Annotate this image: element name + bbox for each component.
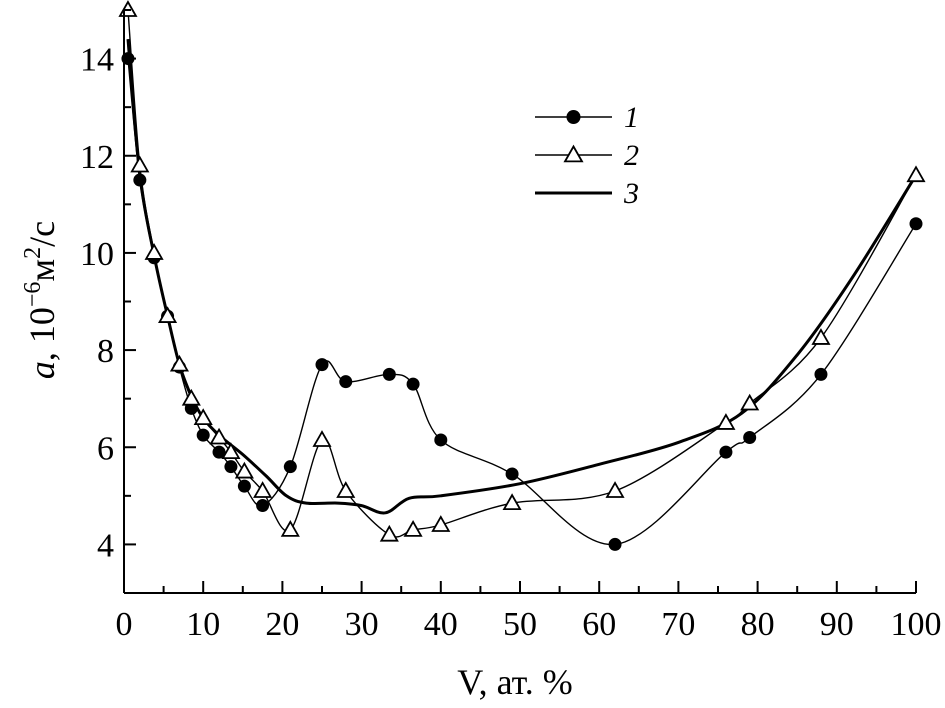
series-2-point [280, 520, 300, 537]
legend-marker-2 [563, 144, 584, 163]
x-tick-label: 80 [741, 606, 775, 643]
x-tick-label: 70 [661, 606, 695, 643]
series-1-point [434, 433, 448, 447]
y-tick-label: 14 [80, 42, 114, 79]
series-1-point [212, 445, 226, 459]
series-1-point [382, 367, 396, 381]
y-tick-label: 4 [97, 527, 114, 564]
series-2-point [379, 524, 399, 542]
series-1-point [339, 375, 353, 389]
series-2-point [193, 408, 213, 426]
series-1-point [743, 431, 757, 445]
y-axis-title-unit: м [22, 259, 62, 282]
y-axis-title-tail: /с [22, 221, 62, 247]
series-1-point [814, 367, 828, 381]
series-1-point [196, 428, 210, 442]
series-layer [118, 0, 926, 551]
series-1-point [283, 460, 297, 474]
series-1-point [909, 217, 923, 231]
series-1-point [315, 358, 329, 372]
y-axis-title-mid: , 10 [22, 307, 62, 361]
series-2-point [221, 442, 241, 460]
x-tick-label: 90 [820, 606, 854, 643]
series-2-point [130, 155, 150, 173]
y-tick-label: 10 [80, 236, 114, 273]
x-tick-label: 10 [186, 606, 220, 643]
x-tick-label: 40 [424, 606, 458, 643]
series-2-point [811, 328, 831, 345]
y-tick-label: 12 [80, 139, 114, 176]
y-axis-title-unit-exp: 2 [20, 247, 46, 259]
series-1-point [608, 537, 622, 551]
series-2-point [169, 354, 189, 372]
series-2-point [740, 393, 760, 411]
x-tick-label: 50 [503, 606, 537, 643]
series-2-point [502, 493, 522, 511]
x-tick-label: 20 [265, 606, 299, 643]
legend-label-2: 2 [624, 139, 639, 172]
series-2-point [336, 481, 356, 498]
series-2-point [716, 413, 736, 430]
series-2-point [403, 520, 423, 537]
series-2-point [158, 306, 178, 323]
series-2-point [253, 481, 273, 498]
y-tick-label: 8 [97, 333, 114, 370]
y-tick-label: 6 [97, 430, 114, 467]
x-tick-label: 60 [582, 606, 616, 643]
series-2-point [605, 481, 625, 498]
series-1-point [224, 460, 238, 474]
x-axis-title: V, ат. % [457, 662, 572, 702]
x-axis: 0 10 20 30 40 50 60 70 80 90 100 [116, 581, 942, 643]
series-1-point [237, 479, 251, 493]
series-2-point [144, 243, 164, 260]
y-axis: 4 6 8 10 12 14 [80, 9, 136, 593]
legend: 1 2 3 [535, 101, 639, 210]
legend-marker-1 [566, 110, 581, 124]
x-tick-label: 0 [116, 606, 133, 643]
series-2-point [234, 461, 254, 479]
series-1-point [256, 499, 270, 513]
series-2-point [181, 388, 201, 406]
series-1-point [406, 377, 420, 391]
series-3-line [126, 38, 918, 515]
x-tick-label: 100 [891, 606, 942, 643]
series-2-point [209, 427, 229, 445]
y-axis-title-exp: −6 [20, 282, 46, 308]
legend-label-3: 3 [623, 177, 639, 210]
series-2-point [312, 430, 332, 447]
series-1-point [505, 467, 519, 481]
series-2-point [431, 515, 451, 532]
series-2-point [906, 165, 926, 183]
y-axis-title-var: a [22, 361, 62, 379]
series-1-point [719, 445, 733, 459]
x-tick-label: 30 [345, 606, 379, 643]
series-1-point [133, 173, 147, 187]
legend-label-1: 1 [624, 101, 639, 134]
y-axis-title: a, 10−6м2/с [20, 221, 62, 379]
